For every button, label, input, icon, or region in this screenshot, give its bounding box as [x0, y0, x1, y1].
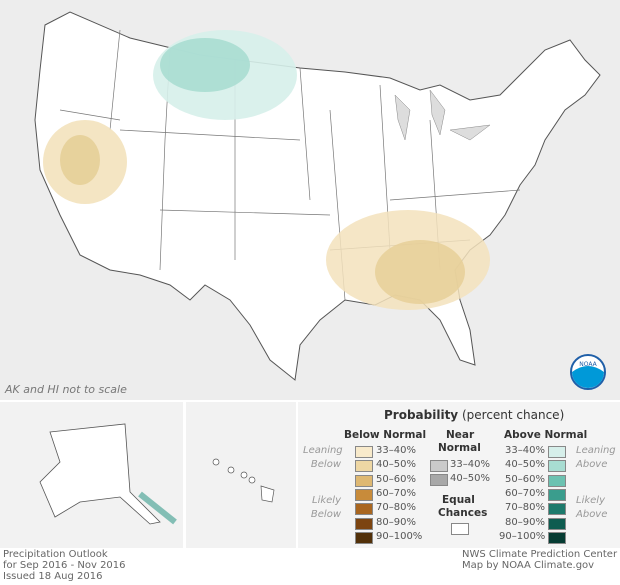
alaska-inset: [0, 402, 183, 548]
above-normal-heading: Above Normal: [504, 429, 588, 441]
below-label: 33–40%: [376, 445, 416, 456]
near-swatch: [430, 460, 448, 472]
below-swatch: [355, 488, 373, 501]
hawaii-inset: [186, 402, 296, 548]
above-label: 50–60%: [505, 473, 545, 485]
above-swatch: [548, 503, 566, 516]
above-label: 70–80%: [505, 502, 545, 514]
above-swatch: [548, 517, 566, 530]
below-label: 80–90%: [376, 516, 416, 528]
above-swatch: [548, 488, 566, 501]
noaa-logo: NOAA: [570, 354, 606, 390]
above-swatch: [548, 531, 566, 544]
above-label: 33–40%: [505, 445, 545, 456]
above-label: 80–90%: [505, 516, 545, 528]
below-normal-se-40-50-area: [375, 240, 465, 304]
above-swatch: [548, 474, 566, 487]
conus-map: NOAA: [0, 0, 620, 400]
near-label: 33–40%: [450, 459, 490, 470]
below-label: 60–70%: [376, 487, 416, 499]
above-normal-40-50-area: [160, 38, 250, 92]
above-swatch: [548, 460, 566, 473]
below-label: 90–100%: [376, 530, 423, 542]
scale-note: AK and HI not to scale: [5, 383, 127, 396]
svg-text:NOAA: NOAA: [579, 361, 597, 368]
us-outline: [34, 11, 601, 381]
above-swatch: [548, 446, 566, 458]
legend-title: Probability: [384, 408, 459, 422]
below-swatch: [355, 531, 373, 544]
below-normal-west-40-50-area: [60, 135, 100, 185]
outlook-info: Precipitation Outlook for Sep 2016 - Nov …: [3, 549, 126, 582]
below-swatch: [355, 517, 373, 530]
below-swatch: [355, 503, 373, 516]
equal-chances-swatch: [451, 523, 469, 535]
great-lakes: [394, 89, 491, 141]
map-svg: NOAA: [34, 11, 606, 390]
near-swatch: [430, 474, 448, 487]
above-label: 60–70%: [505, 487, 545, 499]
below-swatch: [355, 460, 373, 473]
below-label: 40–50%: [376, 459, 416, 471]
near-label: 40–50%: [450, 473, 490, 485]
below-label: 70–80%: [376, 502, 416, 514]
probability-legend: Probability (percent chance) Below Norma…: [298, 402, 620, 548]
below-label: 50–60%: [376, 473, 416, 485]
below-normal-heading: Below Normal: [344, 429, 427, 441]
above-label: 40–50%: [505, 459, 545, 471]
below-swatch: [355, 446, 373, 458]
credits: NWS Climate Prediction Center Map by NOAA…: [462, 549, 618, 571]
below-swatch: [355, 474, 373, 487]
above-label: 90–100%: [499, 530, 546, 542]
